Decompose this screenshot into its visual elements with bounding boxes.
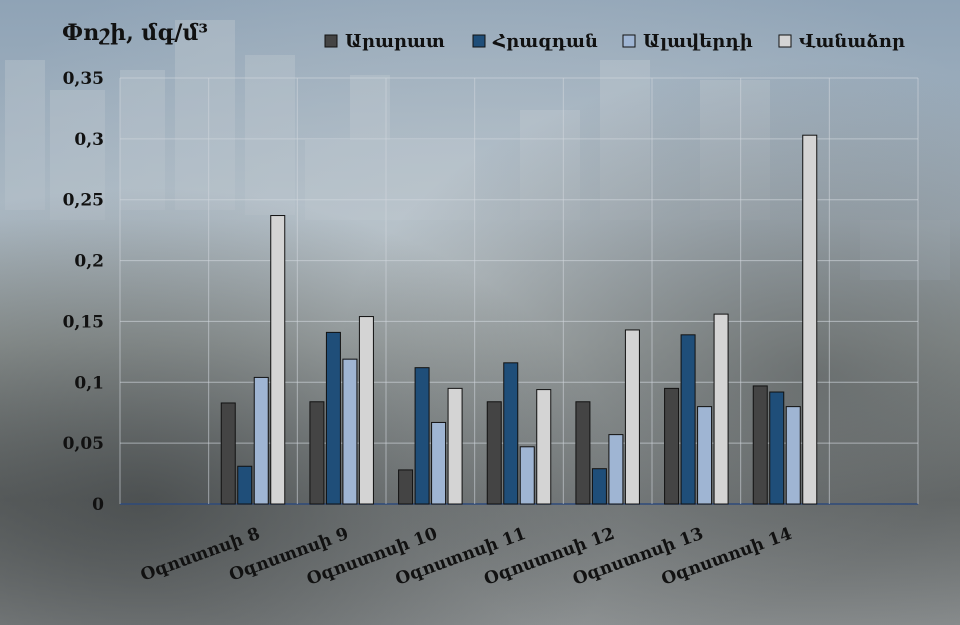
y-axis: 0 0,05 0,1 0,15 0,2 0,25 0,3 0,35 <box>63 69 105 515</box>
bar <box>608 434 624 505</box>
bar <box>358 316 374 505</box>
bar <box>342 358 358 505</box>
bar <box>270 215 286 505</box>
bar <box>519 446 535 505</box>
bar <box>309 401 325 505</box>
legend: Արարատ Հրազդան Ալավերդի Վանաձոր <box>324 31 905 52</box>
bar <box>431 421 447 505</box>
y-tick-label: 0,35 <box>63 69 104 89</box>
legend-label: Արարատ <box>345 31 445 52</box>
legend-swatch <box>472 34 486 48</box>
bar <box>697 406 713 505</box>
bar <box>575 401 591 505</box>
bar <box>503 362 519 505</box>
bar <box>591 468 607 505</box>
bar <box>447 387 463 505</box>
bar <box>486 401 502 505</box>
legend-swatch <box>622 34 636 48</box>
legend-item: Արարատ <box>324 31 445 52</box>
legend-label: Հրազդան <box>492 31 598 52</box>
legend-swatch <box>778 34 792 48</box>
bar <box>325 331 341 505</box>
bar <box>237 465 253 505</box>
legend-item: Ալավերդի <box>622 31 753 52</box>
legend-label: Ալավերդի <box>643 31 753 52</box>
bar <box>802 134 818 505</box>
y-tick-label: 0 <box>92 495 104 515</box>
bar <box>536 389 552 505</box>
y-tick-label: 0,25 <box>63 191 104 211</box>
gridlines <box>119 77 919 505</box>
y-tick-label: 0,05 <box>63 434 104 454</box>
bar <box>664 387 680 505</box>
bar <box>785 406 801 505</box>
y-axis-label: Փոշի, մգ/մ³ <box>62 20 208 46</box>
bar <box>398 469 414 505</box>
bar <box>680 334 696 505</box>
bars <box>220 134 818 505</box>
legend-label: Վանաձոր <box>799 31 905 52</box>
bar <box>769 391 785 505</box>
bar <box>713 313 729 505</box>
bar <box>414 367 430 505</box>
bar <box>752 385 768 505</box>
y-tick-label: 0,15 <box>63 312 104 332</box>
y-tick-label: 0,3 <box>74 130 104 150</box>
y-tick-label: 0,1 <box>74 373 104 393</box>
legend-item: Վանաձոր <box>778 31 905 52</box>
bar <box>220 402 236 505</box>
bar <box>253 376 269 505</box>
bar <box>624 329 640 505</box>
legend-swatch <box>324 34 338 48</box>
y-tick-label: 0,2 <box>74 252 104 272</box>
legend-item: Հրազդան <box>472 31 598 52</box>
